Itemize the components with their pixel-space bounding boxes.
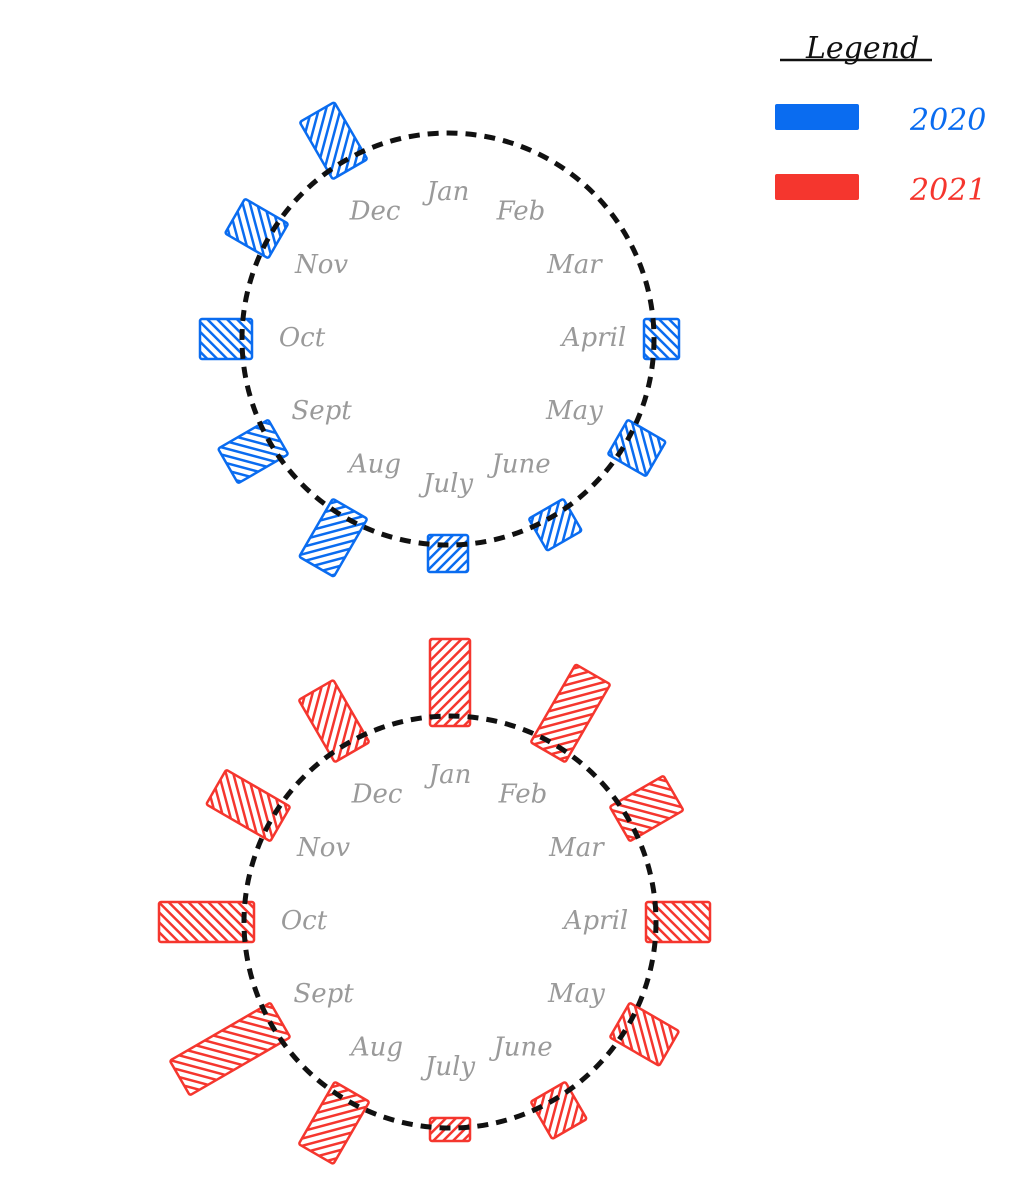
bar-2021-april — [644, 900, 712, 944]
month-label-aug-2020: Aug — [347, 449, 401, 479]
month-label-may-2020: May — [545, 396, 603, 426]
month-label-oct-2020: Oct — [279, 323, 326, 353]
month-label-feb-2021: Feb — [498, 780, 548, 810]
bar-2021-jan — [428, 637, 472, 728]
month-label-mar-2021: Mar — [548, 833, 605, 863]
month-label-july-2021: July — [420, 1052, 475, 1082]
month-label-sept-2020: Sept — [291, 396, 352, 426]
bar-2021-dec — [298, 679, 370, 763]
month-label-feb-2020: Feb — [496, 197, 546, 227]
month-label-july-2020: July — [418, 469, 473, 499]
bar-2021-feb — [530, 663, 611, 763]
legend: Legend 2020 2021 — [775, 31, 986, 208]
bar-2021-mar — [609, 775, 684, 842]
bar-2020-dec — [299, 101, 368, 180]
bar-2020-june — [528, 498, 583, 552]
legend-swatch-2020 — [775, 104, 859, 130]
month-label-jan-2021: Jan — [424, 760, 472, 790]
bar-2021-oct — [157, 900, 256, 944]
month-label-june-2021: June — [488, 1032, 552, 1062]
month-label-nov-2020: Nov — [294, 250, 348, 280]
month-label-aug-2021: Aug — [349, 1032, 403, 1062]
month-label-dec-2020: Dec — [349, 197, 401, 227]
month-label-may-2021: May — [547, 979, 605, 1009]
legend-label-2021: 2021 — [909, 173, 986, 208]
month-label-dec-2021: Dec — [351, 780, 403, 810]
bar-2020-july — [426, 533, 470, 574]
month-label-jan-2020: Jan — [422, 177, 470, 207]
legend-swatch-2021 — [775, 174, 859, 200]
bar-2021-sept — [169, 1002, 291, 1096]
bar-2020-nov — [224, 198, 289, 259]
bar-2020-april — [642, 317, 681, 361]
month-label-sept-2021: Sept — [293, 979, 354, 1009]
bar-2021-june — [530, 1081, 588, 1140]
month-label-oct-2021: Oct — [281, 906, 328, 936]
month-label-april-2021: April — [562, 906, 628, 936]
legend-label-2020: 2020 — [909, 103, 986, 138]
bar-2021-may — [609, 1002, 680, 1067]
bar-2020-oct — [198, 317, 254, 361]
bar-2020-may — [607, 419, 667, 477]
month-label-mar-2020: Mar — [546, 250, 603, 280]
ring-2021 — [241, 713, 659, 1131]
ring-2020 — [239, 130, 657, 548]
month-label-nov-2021: Nov — [296, 833, 350, 863]
bar-2020-sept — [217, 419, 289, 484]
month-label-june-2020: June — [486, 449, 550, 479]
month-label-april-2020: April — [560, 323, 626, 353]
